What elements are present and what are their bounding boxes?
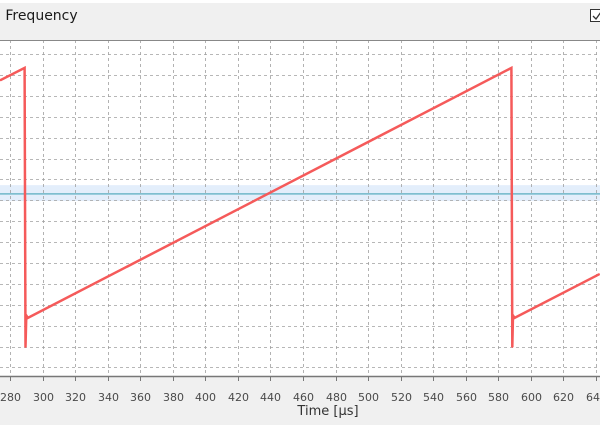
x-tick-label: 360 (130, 391, 151, 404)
x-tick-label: 580 (488, 391, 509, 404)
x-tick-label: 560 (456, 391, 477, 404)
top-strip (0, 0, 600, 3)
x-tick-label: 400 (195, 391, 216, 404)
x-tick-label: 280 (0, 391, 21, 404)
x-tick-label: 300 (33, 391, 54, 404)
series-point (510, 67, 513, 69)
x-tick-label: 480 (326, 391, 347, 404)
plot-area (0, 40, 600, 376)
x-tick-label: 320 (65, 391, 86, 404)
x-tick-label: 420 (228, 391, 249, 404)
series-point (27, 317, 29, 319)
x-axis-label: Time [µs] (296, 404, 358, 419)
x-tick-label: 460 (293, 391, 314, 404)
x-tick-label: 540 (423, 391, 444, 404)
visibility-checkbox[interactable] (590, 9, 600, 22)
series-point (513, 317, 516, 319)
x-tick-label: 600 (521, 391, 542, 404)
series-point (511, 346, 514, 348)
series-line (0, 65, 600, 348)
x-tick-label: 440 (260, 391, 281, 404)
x-tick-label: 340 (98, 391, 119, 404)
chart-title: d Frequency (0, 8, 78, 24)
x-tick-label: 640 (586, 391, 600, 404)
series-point (24, 346, 27, 348)
series-point (512, 314, 514, 317)
x-tick-label: 500 (358, 391, 379, 404)
series-point (23, 67, 26, 69)
x-tick-label: 520 (391, 391, 412, 404)
x-tick-label: 380 (163, 391, 184, 404)
check-icon (592, 12, 600, 21)
x-tick-label: 620 (553, 391, 574, 404)
series-point (0, 79, 2, 82)
marker-band (0, 185, 600, 201)
series-point (25, 314, 28, 317)
